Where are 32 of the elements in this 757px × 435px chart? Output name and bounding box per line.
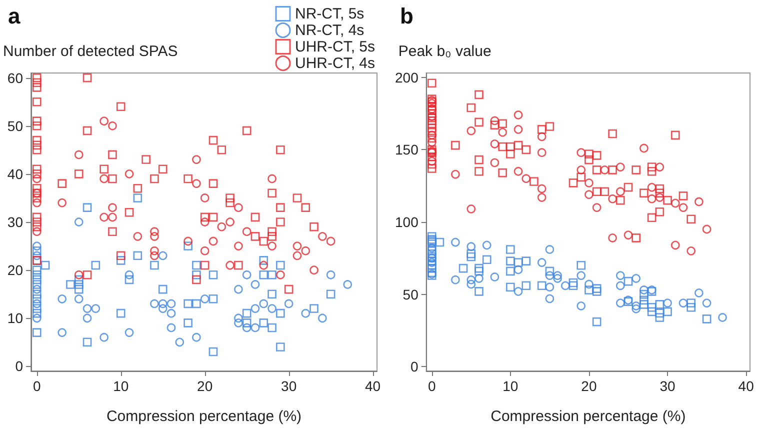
y-tick-label: 10 <box>7 310 24 326</box>
y-tick-label: 30 <box>7 214 24 230</box>
y-tick-label: 200 <box>395 69 419 86</box>
legend-label: UHR-CT, 4s <box>295 54 376 72</box>
y-tick-label: 20 <box>7 262 24 278</box>
chart-title: b <box>400 4 414 28</box>
x-tick-label: 20 <box>581 378 597 394</box>
x-axis-title: Compression percentage (%) <box>490 408 686 425</box>
x-axis-title: Compression percentage (%) <box>106 408 302 425</box>
x-tick-label: 0 <box>428 378 436 394</box>
y-axis-title: Peak b₀ value <box>398 43 492 60</box>
x-tick-label: 30 <box>281 378 297 394</box>
x-tick-label: 40 <box>365 378 381 394</box>
legend-label: UHR-CT, 5s <box>295 38 376 56</box>
y-axis-title: Number of detected SPAS <box>3 43 178 60</box>
y-tick-label: 0 <box>410 358 419 375</box>
y-tick-label: 0 <box>15 358 24 374</box>
y-tick-label: 60 <box>7 70 24 86</box>
x-tick-label: 20 <box>197 378 213 394</box>
legend-label: NR-CT, 4s <box>295 22 364 39</box>
y-tick-label: 40 <box>7 166 24 182</box>
x-tick-label: 30 <box>660 378 676 394</box>
chart-title: a <box>8 4 21 28</box>
x-tick-label: 40 <box>738 378 754 394</box>
y-tick-label: 150 <box>395 142 419 158</box>
legend-label: NR-CT, 5s <box>295 5 364 22</box>
x-tick-label: 10 <box>113 378 129 394</box>
y-tick-label: 50 <box>7 118 24 134</box>
y-tick-label: 100 <box>395 214 419 230</box>
y-tick-label: 50 <box>402 286 419 302</box>
x-tick-label: 0 <box>32 378 41 394</box>
x-tick-label: 10 <box>502 378 518 394</box>
